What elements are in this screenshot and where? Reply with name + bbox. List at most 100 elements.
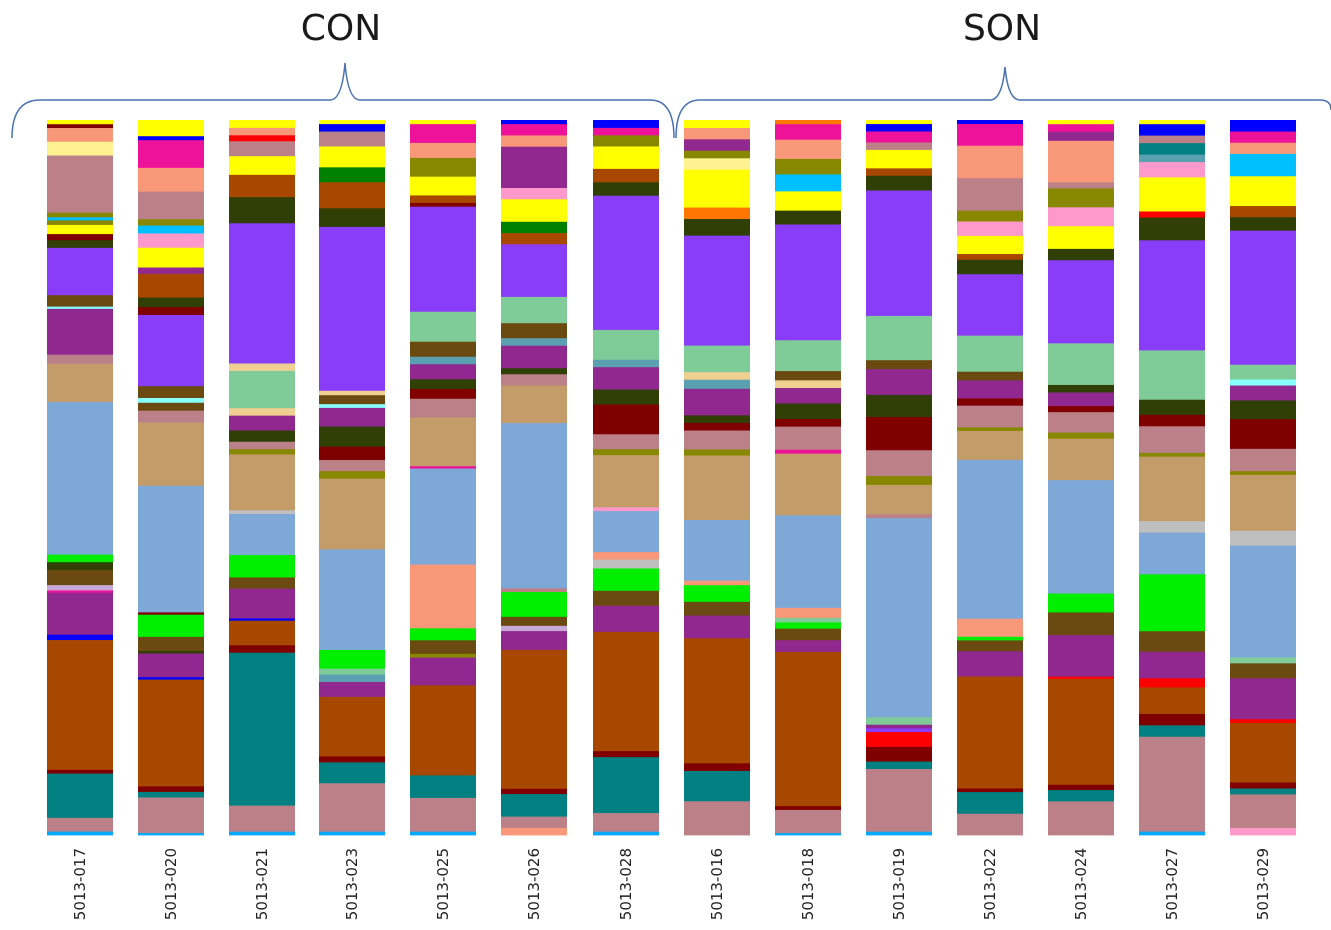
bar-segment xyxy=(229,588,295,619)
bar-segment xyxy=(501,422,567,589)
bar-segment xyxy=(866,142,932,150)
bar-segment xyxy=(866,724,932,729)
bar-segment xyxy=(501,135,567,147)
bar-segment xyxy=(410,564,476,629)
bar-segment xyxy=(593,590,659,606)
bar-segment xyxy=(1230,205,1296,218)
bar-segment xyxy=(1230,662,1296,679)
bar-segment xyxy=(501,198,567,222)
bar-segment xyxy=(593,605,659,632)
bar-segment xyxy=(866,761,932,769)
bar-segment xyxy=(410,657,476,686)
bar-5013-024 xyxy=(1048,120,1114,836)
bar-segment xyxy=(957,618,1023,637)
bar-segment xyxy=(866,475,932,485)
bar-segment xyxy=(138,791,204,798)
bar-segment xyxy=(1230,418,1296,449)
tick-label-5013-027: 5013-027 xyxy=(1163,848,1181,920)
bar-segment xyxy=(138,191,204,220)
bar-segment xyxy=(593,134,659,147)
bar-segment xyxy=(1139,686,1205,714)
bar-segment xyxy=(684,580,750,586)
bar-segment xyxy=(593,559,659,569)
bar-segment xyxy=(319,762,385,784)
bar-segment xyxy=(410,465,476,469)
bar-5013-025 xyxy=(410,120,476,836)
group-label-con: CON xyxy=(301,8,381,49)
bar-5013-017 xyxy=(47,120,113,836)
bar-segment xyxy=(319,446,385,461)
bar-segment xyxy=(1230,400,1296,420)
bar-5013-026 xyxy=(501,120,567,836)
bar-segment xyxy=(319,407,385,427)
bar-segment xyxy=(319,390,385,396)
bar-segment xyxy=(684,800,750,836)
bar-segment xyxy=(319,459,385,472)
bar-segment xyxy=(1139,425,1205,453)
bar-segment xyxy=(47,590,113,593)
bar-segment xyxy=(47,769,113,774)
bar-segment xyxy=(501,221,567,234)
bar-segment xyxy=(501,788,567,795)
bar-segment xyxy=(1048,392,1114,407)
bar-segment xyxy=(501,345,567,369)
bar-segment xyxy=(957,398,1023,406)
bar-segment xyxy=(47,773,113,818)
bar-segment xyxy=(593,146,659,169)
bar-segment xyxy=(684,157,750,170)
bar-segment xyxy=(1048,634,1114,677)
bar-segment xyxy=(775,387,841,404)
bar-segment xyxy=(957,371,1023,381)
bar-segment xyxy=(47,831,113,836)
bar-segment xyxy=(593,568,659,591)
bar-segment xyxy=(1048,678,1114,785)
bar-segment xyxy=(410,363,476,380)
bar-segment xyxy=(1048,248,1114,261)
bar-segment xyxy=(138,273,204,298)
bar-5013-019 xyxy=(866,120,932,836)
bar-segment xyxy=(684,207,750,219)
bar-segment xyxy=(957,145,1023,179)
bar-segment xyxy=(1048,342,1114,385)
bar-segment xyxy=(47,306,113,309)
bar-segment xyxy=(410,639,476,654)
bar-segment xyxy=(501,587,567,593)
bar-segment xyxy=(501,120,567,125)
bar-segment xyxy=(410,123,476,143)
bar-segment xyxy=(138,410,204,423)
bar-segment xyxy=(1048,384,1114,393)
bar-segment xyxy=(775,139,841,159)
bar-segment xyxy=(957,380,1023,399)
bar-segment xyxy=(684,371,750,380)
bar-segment xyxy=(1139,456,1205,522)
bar-segment xyxy=(1230,677,1296,720)
bar-segment xyxy=(957,335,1023,372)
bar-segment xyxy=(957,210,1023,222)
bar-segment xyxy=(1139,452,1205,457)
bar-segment xyxy=(501,373,567,386)
bar-segment xyxy=(866,123,932,132)
bar-segment xyxy=(684,584,750,602)
bar-segment xyxy=(866,768,932,832)
bar-segment xyxy=(229,363,295,371)
bar-segment xyxy=(684,150,750,159)
bar-segment xyxy=(410,311,476,342)
bar-segment xyxy=(775,832,841,836)
bar-segment xyxy=(1139,532,1205,575)
bar-segment xyxy=(593,454,659,508)
bar-segment xyxy=(775,426,841,450)
bar-segment xyxy=(593,366,659,390)
bar-segment xyxy=(138,139,204,168)
bar-segment xyxy=(410,341,476,357)
bar-segment xyxy=(1139,713,1205,726)
bar-segment xyxy=(1230,794,1296,828)
bar-5013-029 xyxy=(1230,120,1296,836)
bar-segment xyxy=(47,127,113,142)
bar-segment xyxy=(47,155,113,213)
bar-segment xyxy=(410,653,476,658)
bar-segment xyxy=(593,812,659,832)
bar-segment xyxy=(775,607,841,618)
bar-segment xyxy=(229,430,295,442)
bar-segment xyxy=(775,628,841,641)
bar-segment xyxy=(319,146,385,168)
